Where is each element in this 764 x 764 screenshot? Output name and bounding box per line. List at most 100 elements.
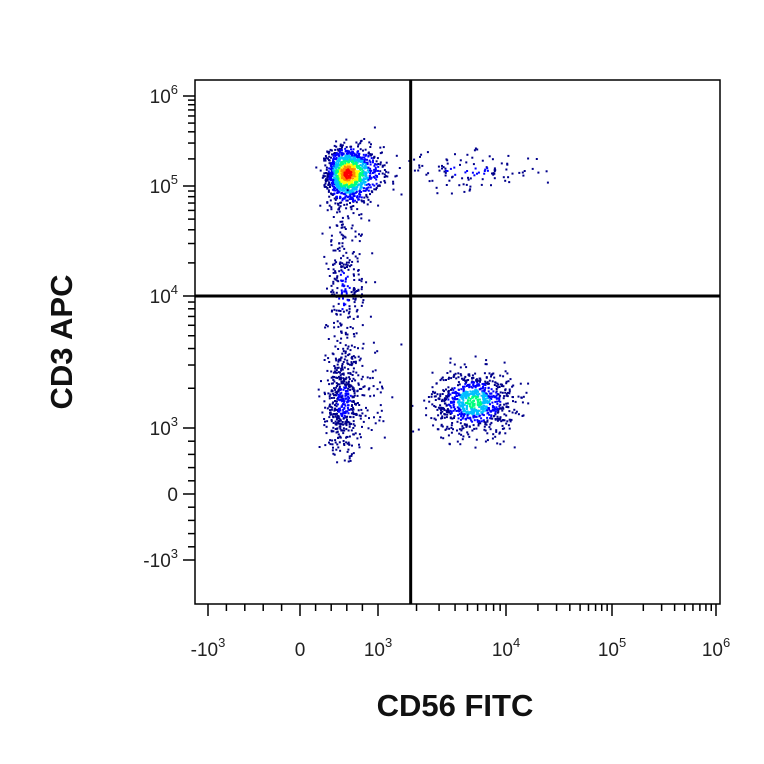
data-point (339, 261, 342, 264)
data-point (352, 355, 355, 358)
data-point (488, 400, 491, 403)
data-point (368, 219, 371, 222)
data-point (346, 383, 349, 386)
data-point (335, 157, 338, 159)
data-point (333, 376, 336, 378)
data-point (483, 425, 486, 428)
data-point (489, 417, 492, 420)
data-point (336, 192, 339, 194)
data-point (454, 153, 456, 156)
data-point (360, 280, 363, 283)
data-point (354, 356, 357, 359)
data-point (451, 422, 454, 424)
data-points (315, 126, 549, 464)
data-point (354, 305, 357, 308)
data-point (372, 156, 375, 159)
data-point (471, 395, 474, 398)
data-point (352, 179, 355, 181)
data-point (379, 170, 382, 173)
data-point (465, 406, 468, 409)
data-point (467, 399, 470, 402)
data-point (338, 147, 341, 150)
data-point (362, 342, 365, 345)
data-point (364, 178, 367, 180)
data-point (370, 176, 373, 179)
data-point (453, 396, 456, 399)
data-point (349, 172, 352, 175)
data-point (333, 394, 335, 397)
data-point (354, 360, 357, 363)
data-point (439, 379, 442, 382)
data-point (502, 176, 505, 179)
data-point (341, 220, 344, 223)
data-point (328, 441, 330, 444)
data-point (346, 275, 349, 278)
data-point (365, 183, 368, 186)
data-point (354, 181, 356, 184)
data-point (476, 396, 479, 399)
y-tick-label: 105 (150, 172, 178, 198)
data-point (358, 195, 361, 198)
data-point (511, 172, 514, 175)
data-point (351, 396, 354, 399)
data-point (342, 176, 345, 179)
data-point (501, 406, 504, 409)
data-point (374, 174, 377, 177)
data-point (471, 386, 474, 389)
data-point (324, 185, 327, 188)
data-point (339, 412, 342, 415)
data-point (330, 163, 333, 166)
data-point (374, 351, 377, 354)
data-point (339, 358, 342, 361)
data-point (327, 173, 330, 175)
data-point (343, 378, 345, 381)
data-point (356, 176, 359, 179)
data-point (387, 171, 390, 174)
data-point (341, 352, 344, 355)
data-point (450, 388, 452, 391)
data-point (354, 156, 356, 159)
data-point (464, 423, 467, 426)
data-point (360, 304, 363, 307)
data-point (324, 182, 327, 185)
data-point (473, 409, 476, 412)
data-point (521, 171, 524, 174)
data-point (352, 156, 355, 159)
data-point (337, 409, 340, 412)
data-point (367, 166, 370, 169)
data-point (499, 403, 502, 406)
data-point (330, 182, 333, 185)
data-point (376, 350, 379, 353)
data-point (337, 208, 340, 211)
data-point (480, 405, 483, 408)
data-point (362, 299, 365, 302)
y-tick-label: 104 (150, 282, 178, 308)
data-point (331, 443, 334, 446)
data-point (334, 393, 337, 396)
data-point (479, 379, 482, 381)
data-point (472, 413, 475, 416)
data-point (344, 280, 347, 283)
data-point (352, 165, 355, 168)
data-point (444, 169, 447, 172)
data-point (342, 234, 345, 237)
data-point (354, 160, 356, 163)
data-point (346, 264, 349, 267)
data-point (360, 233, 363, 236)
data-point (498, 431, 501, 434)
data-point (354, 432, 357, 435)
data-point (480, 408, 483, 411)
data-point (346, 158, 349, 161)
data-point (491, 172, 493, 175)
data-point (376, 411, 379, 414)
data-point (359, 234, 362, 237)
data-point (339, 399, 342, 402)
data-point (501, 424, 504, 427)
data-point (449, 400, 452, 403)
data-point (483, 402, 486, 405)
data-point (342, 182, 345, 185)
data-point (331, 406, 334, 409)
data-point (335, 369, 338, 372)
data-point (342, 263, 345, 266)
data-point (343, 407, 346, 410)
